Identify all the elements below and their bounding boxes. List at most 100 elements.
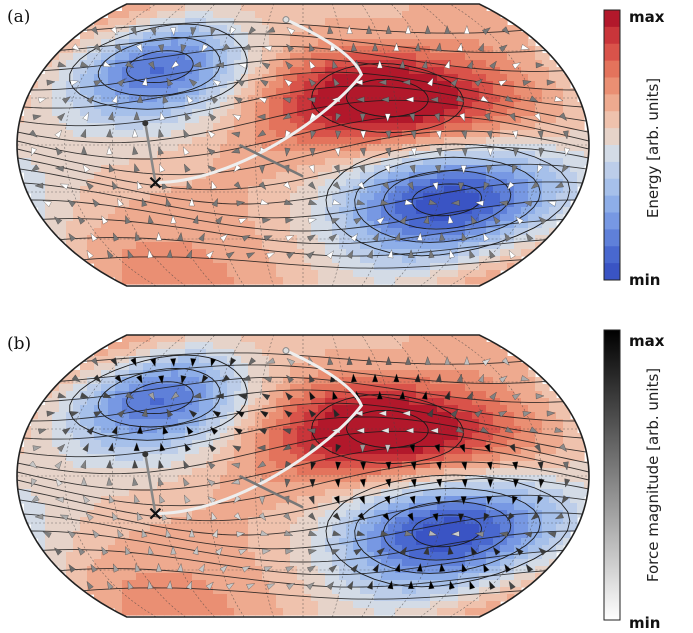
field-cell xyxy=(479,116,487,124)
field-cell xyxy=(311,186,319,194)
field-cell xyxy=(304,440,312,448)
field-cell xyxy=(486,426,494,434)
field-cell xyxy=(73,496,81,504)
field-cell xyxy=(346,461,354,469)
field-cell xyxy=(395,419,403,427)
field-cell xyxy=(472,53,480,61)
field-cell xyxy=(206,405,214,413)
field-cell xyxy=(276,186,284,194)
field-cell xyxy=(444,11,452,19)
force-arrow xyxy=(436,147,443,157)
field-cell xyxy=(290,25,298,33)
field-cell xyxy=(486,39,494,47)
field-cell xyxy=(241,172,249,180)
field-cell xyxy=(570,489,578,497)
marker-dot xyxy=(142,120,149,127)
field-cell xyxy=(500,405,508,413)
field-cell xyxy=(199,454,207,462)
field-cell xyxy=(500,370,508,378)
field-cell xyxy=(192,53,200,61)
field-cell xyxy=(458,214,466,222)
field-cell xyxy=(486,53,494,61)
field-cell xyxy=(423,4,431,12)
field-cell xyxy=(241,377,249,385)
field-cell xyxy=(283,88,291,96)
field-cell xyxy=(192,426,200,434)
field-cell xyxy=(52,165,60,173)
field-cell xyxy=(304,228,312,236)
field-cell xyxy=(101,130,109,138)
force-arrow xyxy=(188,197,195,207)
field-cell xyxy=(199,391,207,399)
field-cell xyxy=(269,60,277,68)
field-cell xyxy=(402,11,410,19)
force-arrow xyxy=(405,25,412,34)
field-cell xyxy=(52,405,60,413)
field-cell xyxy=(276,130,284,138)
field-cell xyxy=(213,165,221,173)
field-cell xyxy=(192,447,200,455)
field-cell xyxy=(94,165,102,173)
field-cell xyxy=(220,384,228,392)
field-cell xyxy=(150,419,158,427)
field-cell xyxy=(213,214,221,222)
field-cell xyxy=(269,405,277,413)
field-cell xyxy=(507,405,515,413)
field-cell xyxy=(444,102,452,110)
field-cell xyxy=(556,144,564,152)
field-cell xyxy=(248,475,256,483)
field-cell xyxy=(451,172,459,180)
field-cell xyxy=(108,377,116,385)
field-cell xyxy=(59,461,67,469)
field-cell xyxy=(192,39,200,47)
field-cell xyxy=(402,193,410,201)
field-cell xyxy=(213,228,221,236)
field-cell xyxy=(276,263,284,271)
field-cell xyxy=(325,426,333,434)
field-cell xyxy=(500,263,508,271)
field-cell xyxy=(73,53,81,61)
field-cell xyxy=(577,151,585,159)
field-cell xyxy=(395,186,403,194)
field-cell xyxy=(73,461,81,469)
field-cell xyxy=(66,398,74,406)
force-arrow xyxy=(376,216,385,225)
field-cell xyxy=(493,46,501,54)
field-cell xyxy=(451,116,459,124)
force-arrow xyxy=(258,165,265,174)
field-cell xyxy=(31,179,39,187)
field-cell xyxy=(451,109,459,117)
field-cell xyxy=(269,256,277,264)
field-cell xyxy=(402,263,410,271)
field-cell xyxy=(213,193,221,201)
field-cell xyxy=(150,4,158,12)
field-cell xyxy=(374,447,382,455)
force-arrow xyxy=(235,79,245,87)
field-cell xyxy=(290,335,298,343)
field-cell xyxy=(409,370,417,378)
force-arrow xyxy=(404,199,414,206)
field-cell xyxy=(339,461,347,469)
field-cell xyxy=(535,193,543,201)
field-cell xyxy=(248,482,256,490)
field-cell xyxy=(297,46,305,54)
field-cell xyxy=(563,74,571,82)
field-cell xyxy=(423,88,431,96)
field-cell xyxy=(304,193,312,201)
field-cell xyxy=(444,186,452,194)
field-cell xyxy=(38,489,46,497)
field-cell xyxy=(136,130,144,138)
field-cell xyxy=(549,151,557,159)
field-cell xyxy=(276,256,284,264)
field-cell xyxy=(493,349,501,357)
force-arrow xyxy=(416,231,423,241)
force-arrow xyxy=(77,215,86,225)
field-cell xyxy=(325,482,333,490)
field-cell xyxy=(409,377,417,385)
field-cell xyxy=(486,384,494,392)
field-cell xyxy=(143,32,151,40)
field-cell xyxy=(381,67,389,75)
force-arrow xyxy=(188,78,198,87)
field-cell xyxy=(192,11,200,19)
field-cell xyxy=(129,405,137,413)
